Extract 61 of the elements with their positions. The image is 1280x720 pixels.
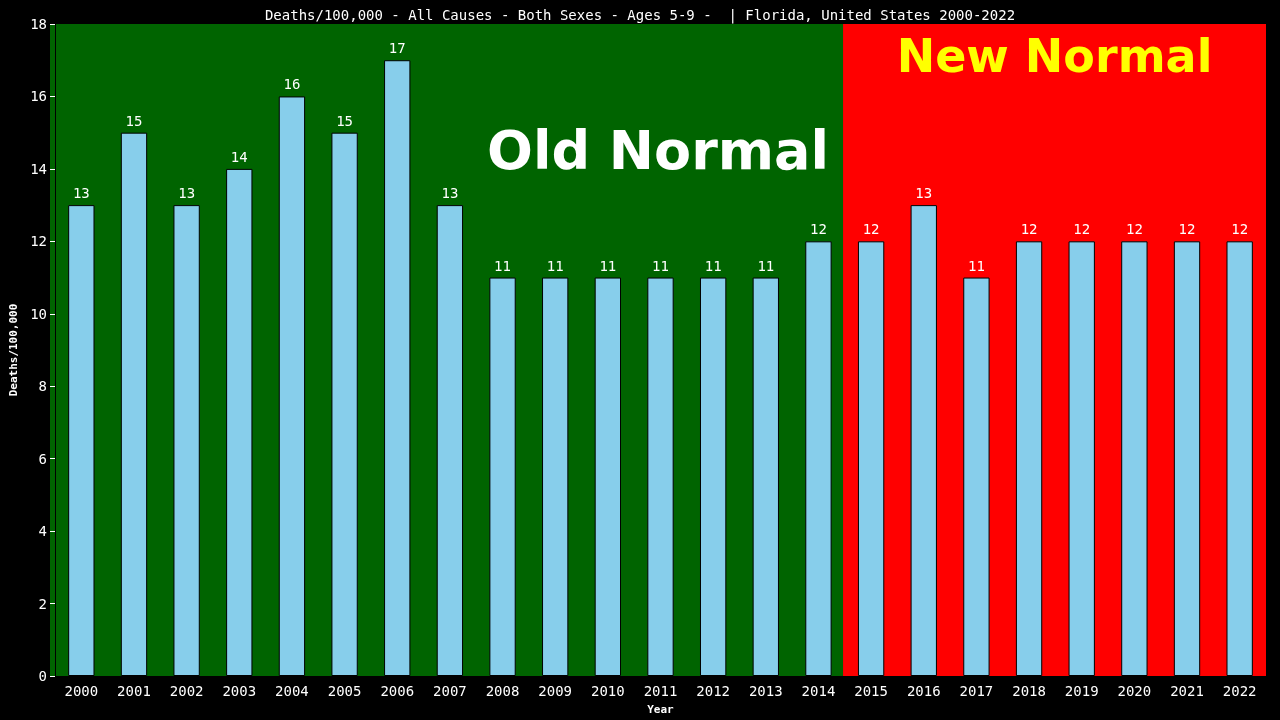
data-label: 15 — [125, 112, 143, 129]
data-label: 13 — [441, 185, 459, 202]
y-tick-label: 12 — [30, 233, 47, 250]
data-label: 12 — [1125, 221, 1143, 238]
data-label: 11 — [546, 257, 564, 274]
data-label: 13 — [915, 185, 933, 202]
x-tick-label: 2010 — [590, 683, 625, 699]
band-label: Old Normal — [486, 118, 830, 182]
x-tick-label: 2001 — [117, 683, 151, 699]
band-label: New Normal — [896, 29, 1213, 83]
data-label: 12 — [1073, 221, 1091, 238]
data-label: 13 — [178, 185, 196, 202]
data-label: 15 — [336, 112, 354, 129]
data-label: 12 — [862, 221, 880, 238]
x-tick-label: 2012 — [696, 683, 731, 699]
x-tick-label: 2020 — [1117, 683, 1152, 699]
x-tick-label: 2015 — [854, 683, 888, 699]
data-label: 12 — [1231, 221, 1249, 238]
data-label: 12 — [810, 221, 827, 238]
data-label: 11 — [967, 257, 985, 274]
y-tick-label: 0 — [38, 668, 47, 684]
data-label: 16 — [283, 76, 301, 93]
y-tick-label: 10 — [30, 305, 47, 322]
y-tick-label: 14 — [30, 160, 47, 177]
x-tick-label: 2009 — [538, 683, 573, 699]
y-tick-label: 16 — [30, 88, 47, 105]
x-tick-label: 2022 — [1222, 683, 1257, 699]
data-label: 17 — [388, 40, 406, 57]
x-tick-label: 2018 — [1012, 683, 1046, 699]
y-tick-label: 6 — [38, 450, 47, 467]
data-label: 13 — [72, 185, 90, 202]
x-tick-label: 2007 — [433, 683, 467, 699]
y-tick-label: 8 — [38, 378, 47, 395]
x-tick-label: 2008 — [485, 683, 520, 699]
x-tick-label: 2016 — [906, 683, 941, 699]
x-tick-label: 2013 — [748, 683, 783, 699]
x-tick-label: 2011 — [643, 683, 678, 699]
x-tick-label: 2019 — [1064, 683, 1099, 699]
data-label: 14 — [230, 148, 248, 165]
y-axis-title: Deaths/100,000 — [7, 303, 20, 397]
x-tick-label: 2017 — [959, 683, 994, 699]
y-tick-label: 4 — [38, 523, 47, 540]
data-label: 11 — [599, 257, 617, 274]
y-tick-label: 2 — [38, 595, 47, 612]
data-label: 11 — [652, 257, 669, 274]
y-tick-label: 18 — [30, 16, 47, 32]
chart-title: Deaths/100,000 - All Causes - Both Sexes - Ages 5-9 - | Florida, United States 2000-2022 — [264, 7, 1016, 24]
data-label: 12 — [1178, 221, 1196, 238]
x-axis-title: Year — [647, 703, 675, 716]
x-tick-label: 2003 — [222, 683, 257, 699]
x-tick-label: 2004 — [275, 683, 309, 699]
data-label: 11 — [494, 257, 511, 274]
x-tick-label: 2014 — [801, 683, 836, 699]
x-tick-label: 2005 — [327, 683, 362, 699]
data-label: 11 — [757, 257, 775, 274]
x-tick-label: 2002 — [169, 683, 204, 699]
x-tick-label: 2021 — [1170, 683, 1204, 699]
data-label: 12 — [1020, 221, 1038, 238]
data-label: 11 — [704, 257, 722, 274]
x-tick-label: 2006 — [380, 683, 415, 699]
x-tick-label: 2000 — [64, 683, 99, 699]
